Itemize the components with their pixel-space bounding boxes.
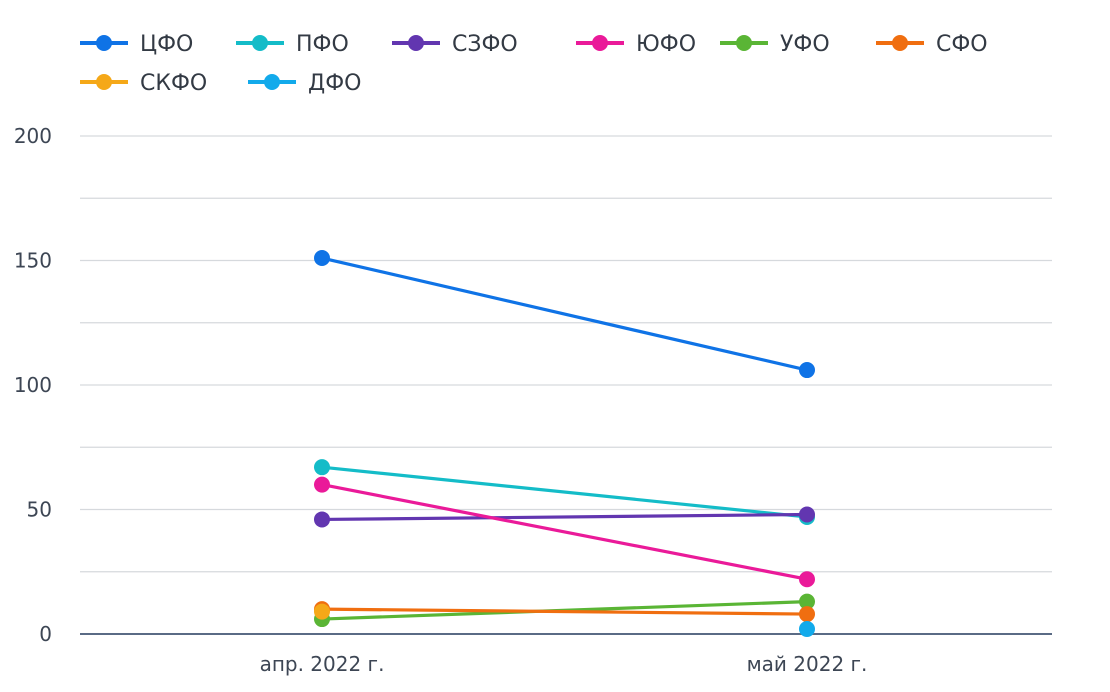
line-сфо — [321, 607, 808, 616]
x-tick-label-май-2022-г: май 2022 г. — [747, 652, 868, 676]
point-дфо-май-2022-г — [799, 621, 815, 638]
legend-item-уфо: УФО — [720, 32, 830, 57]
legend-swatch-dot — [96, 35, 112, 51]
y-tick-label-100: 100 — [14, 373, 52, 397]
x-tick-label-апр-2022-г: апр. 2022 г. — [260, 652, 385, 676]
y-tick-label-200: 200 — [14, 124, 52, 148]
gridlines — [80, 135, 1052, 573]
series-юфо — [314, 476, 815, 588]
legend-item-юфо: ЮФО — [576, 32, 696, 57]
line-юфо — [321, 483, 808, 581]
legend-item-дфо: ДФО — [248, 71, 361, 96]
point-юфо-апр-2022-г — [314, 476, 330, 493]
point-сзфо-апр-2022-г — [314, 511, 330, 528]
legend-label: ЮФО — [636, 32, 696, 57]
legend-swatch-dot — [736, 35, 752, 51]
legend-swatch-dot — [408, 35, 424, 51]
line-сзфо — [321, 512, 808, 522]
legend-swatch-dot — [892, 35, 908, 51]
legend-label: СЗФО — [452, 32, 518, 57]
point-пфо-апр-2022-г — [314, 459, 330, 476]
point-юфо-май-2022-г — [799, 571, 815, 588]
point-сзфо-май-2022-г — [799, 506, 815, 523]
legend-label: ДФО — [308, 71, 361, 96]
series-цфо — [314, 250, 815, 379]
legend: ЦФО ПФО СЗФО ЮФО УФО СФО СКФО ДФО — [80, 32, 988, 96]
line-пфо — [321, 465, 808, 519]
legend-label: ПФО — [296, 32, 349, 57]
legend-label: СКФО — [140, 71, 207, 96]
legend-swatch-dot — [96, 74, 112, 90]
series-group — [314, 250, 815, 638]
series-скфо — [314, 603, 330, 620]
point-сфо-май-2022-г — [799, 606, 815, 623]
series-дфо — [799, 621, 815, 638]
legend-item-пфо: ПФО — [236, 32, 349, 57]
y-tick-label-0: 0 — [39, 622, 52, 646]
point-цфо-май-2022-г — [799, 362, 815, 379]
x-axis: апр. 2022 г. май 2022 г. — [80, 633, 1052, 676]
point-скфо-апр-2022-г — [314, 603, 330, 620]
legend-item-цфо: ЦФО — [80, 32, 193, 57]
point-уфо-май-2022-г — [799, 593, 815, 610]
legend-swatch-dot — [264, 74, 280, 90]
y-tick-label-150: 150 — [14, 249, 52, 273]
point-цфо-апр-2022-г — [314, 250, 330, 267]
legend-label: УФО — [780, 32, 830, 57]
legend-item-сфо: СФО — [876, 32, 988, 57]
line-цфо — [321, 256, 808, 372]
legend-item-сзфо: СЗФО — [392, 32, 518, 57]
y-axis: 0 50 100 150 200 — [14, 124, 52, 646]
y-tick-label-50: 50 — [27, 498, 52, 522]
series-сзфо — [314, 506, 815, 528]
legend-item-скфо: СКФО — [80, 71, 207, 96]
legend-label: СФО — [936, 32, 988, 57]
legend-label: ЦФО — [140, 32, 193, 57]
legend-swatch-dot — [592, 35, 608, 51]
legend-swatch-dot — [252, 35, 268, 51]
